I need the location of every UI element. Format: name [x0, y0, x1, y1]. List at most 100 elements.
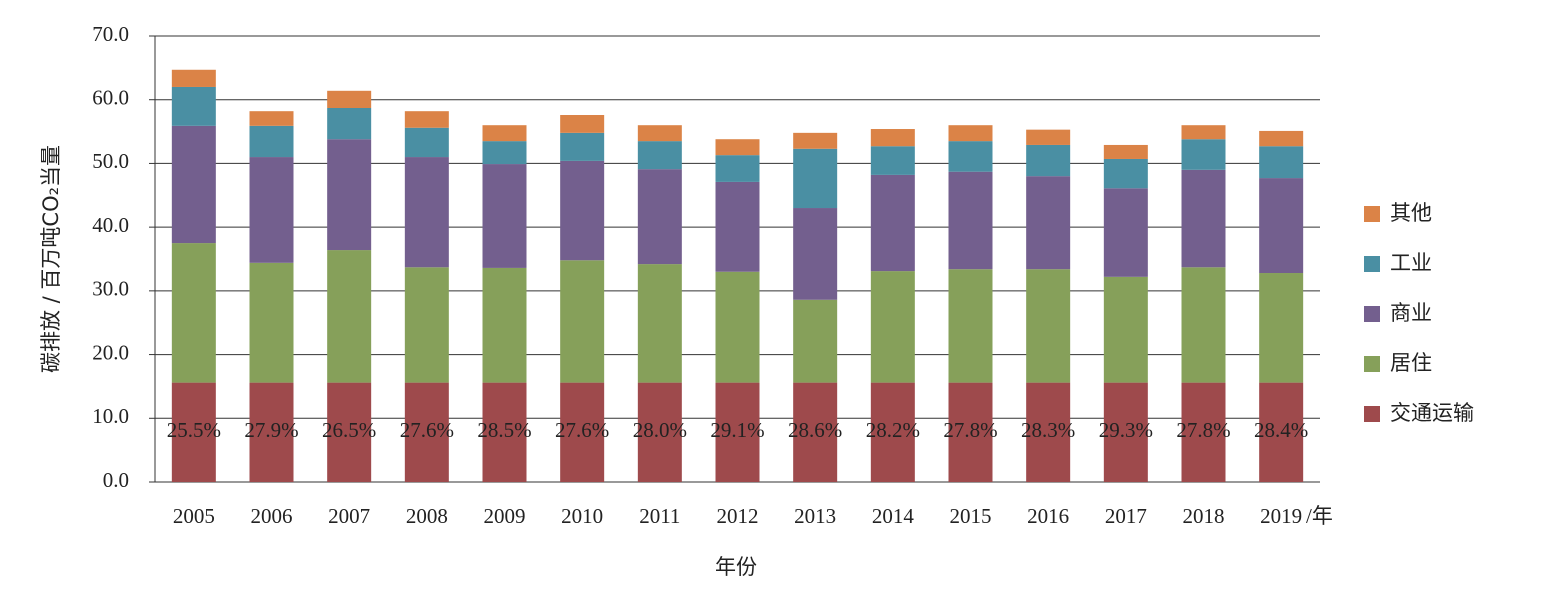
bar-segment: [1259, 382, 1304, 482]
bar-segment: [327, 382, 372, 482]
bar-segment: [870, 146, 915, 175]
bar-segment: [404, 127, 449, 158]
bar-segment: [948, 382, 993, 482]
x-tick-label: 2017: [1105, 504, 1147, 528]
legend-swatch: [1364, 406, 1380, 422]
x-tick-label: 2010: [561, 504, 603, 528]
legend-swatch: [1364, 206, 1380, 222]
bar-segment: [327, 250, 372, 383]
bar-segment: [404, 111, 449, 128]
bar-segment: [948, 125, 993, 142]
x-tick-label: 2012: [717, 504, 759, 528]
bar-segment: [1103, 276, 1148, 383]
bar-segment: [171, 69, 216, 87]
bar-segment: [637, 264, 682, 383]
bar-segment: [171, 243, 216, 383]
bar-segment: [249, 262, 294, 383]
bar-segment: [1259, 146, 1304, 179]
bar-segment: [1026, 129, 1071, 145]
bar-segment: [560, 132, 605, 161]
y-tick-label: 50.0: [92, 149, 129, 173]
bar-segment: [1181, 382, 1226, 482]
bar-segment: [1103, 158, 1148, 189]
x-tick-label: 2016: [1027, 504, 1069, 528]
bar-segment: [793, 148, 838, 209]
bar-segment: [482, 382, 527, 482]
share-label: 27.9%: [244, 418, 298, 442]
x-tick-label: 2006: [251, 504, 293, 528]
bar-segment: [793, 208, 838, 300]
bar-segment: [1026, 269, 1071, 383]
share-label: 27.6%: [400, 418, 454, 442]
bar-segment: [482, 125, 527, 142]
x-tick-label: 2008: [406, 504, 448, 528]
share-label: 26.5%: [322, 418, 376, 442]
bar-segment: [404, 267, 449, 383]
x-tick-label: 2015: [950, 504, 992, 528]
bar-segment: [404, 157, 449, 268]
share-label: 29.3%: [1099, 418, 1153, 442]
x-tick-label: 2005: [173, 504, 215, 528]
legend-label: 工业: [1390, 251, 1432, 275]
bar-segment: [482, 141, 527, 165]
bar-segment: [171, 382, 216, 482]
bar-segment: [560, 115, 605, 133]
bar-segment: [1181, 169, 1226, 268]
y-tick-label: 20.0: [92, 340, 129, 364]
y-tick-label: 30.0: [92, 277, 129, 301]
bar-segment: [793, 299, 838, 383]
share-label: 27.6%: [555, 418, 609, 442]
legend-swatch: [1364, 306, 1380, 322]
bar-segment: [482, 267, 527, 383]
share-label: 28.4%: [1254, 418, 1308, 442]
bar-segment: [1259, 178, 1304, 274]
legend-swatch: [1364, 356, 1380, 372]
bar-segment: [637, 125, 682, 142]
y-tick-label: 60.0: [92, 86, 129, 110]
x-tick-label: 2018: [1183, 504, 1225, 528]
legend-label: 居住: [1390, 351, 1432, 375]
y-axis-label: 碳排放 / 百万吨CO₂当量: [39, 145, 63, 373]
bar-segment: [327, 139, 372, 251]
y-tick-label: 10.0: [92, 404, 129, 428]
legend-label: 商业: [1390, 301, 1432, 325]
bar-segment: [1026, 382, 1071, 482]
legend-swatch: [1364, 256, 1380, 272]
bar-segment: [1103, 144, 1148, 159]
bar-segment: [560, 382, 605, 482]
share-label: 28.6%: [788, 418, 842, 442]
bar-segment: [1103, 188, 1148, 277]
bar-segment: [715, 181, 760, 272]
y-tick-label: 0.0: [103, 468, 129, 492]
bar-segment: [1103, 382, 1148, 482]
bar-segment: [1181, 125, 1226, 140]
share-label: 28.2%: [866, 418, 920, 442]
share-label: 25.5%: [167, 418, 221, 442]
bar-segment: [637, 382, 682, 482]
share-label: 29.1%: [710, 418, 764, 442]
y-tick-label: 40.0: [92, 213, 129, 237]
bar-segment: [249, 125, 294, 158]
bar-segment: [948, 141, 993, 172]
x-unit: /年: [1306, 504, 1333, 528]
share-label: 28.5%: [477, 418, 531, 442]
bar-segment: [249, 157, 294, 263]
bar-segment: [715, 382, 760, 482]
x-tick-label: 2009: [484, 504, 526, 528]
x-axis-label: 年份: [715, 555, 757, 579]
bar-segment: [948, 171, 993, 270]
bar-segment: [249, 382, 294, 482]
legend-label: 交通运输: [1390, 401, 1474, 425]
bar-segment: [793, 382, 838, 482]
x-tick-label: 2011: [639, 504, 680, 528]
bar-segment: [715, 271, 760, 383]
bar-segment: [870, 129, 915, 147]
bar-segment: [1259, 130, 1304, 147]
bar-segment: [637, 169, 682, 265]
bar-segment: [1181, 139, 1226, 170]
bar-segment: [327, 90, 372, 108]
bar-segment: [404, 382, 449, 482]
bar-segment: [171, 125, 216, 244]
bar-segment: [327, 107, 372, 140]
